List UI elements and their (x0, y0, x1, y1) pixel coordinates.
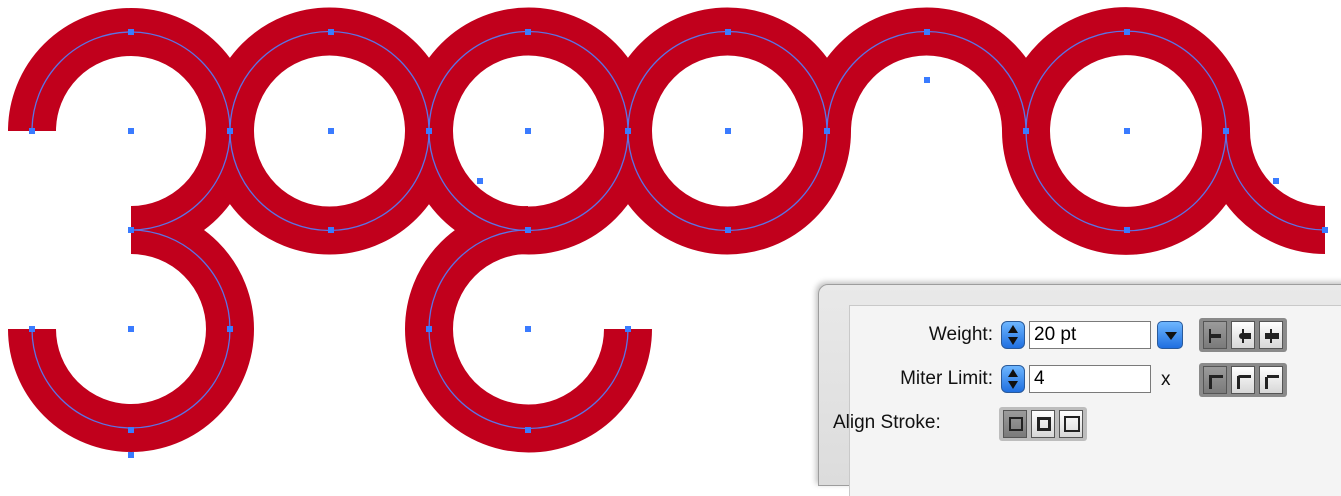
align-center-icon[interactable] (1003, 410, 1027, 438)
stroke-segment (206, 7, 453, 132)
stroke-segment (604, 130, 851, 255)
weight-stepper[interactable] (1001, 321, 1025, 349)
anchor-point[interactable] (525, 128, 531, 134)
path-segment (130, 229, 231, 330)
anchor-point[interactable] (128, 326, 134, 332)
anchor-point[interactable] (525, 29, 531, 35)
anchor-point[interactable] (725, 128, 731, 134)
anchor-points[interactable] (29, 29, 1328, 458)
butt-cap-icon[interactable] (1203, 321, 1227, 349)
anchor-point[interactable] (128, 452, 134, 458)
weight-dropdown-button[interactable] (1157, 321, 1183, 349)
stroke-segment (8, 8, 254, 132)
anchor-point[interactable] (1273, 178, 1279, 184)
anchor-point[interactable] (725, 227, 731, 233)
anchor-point[interactable] (1124, 227, 1130, 233)
anchor-point[interactable] (625, 128, 631, 134)
anchor-point[interactable] (924, 77, 930, 83)
anchor-point[interactable] (1223, 128, 1229, 134)
anchor-point[interactable] (924, 29, 930, 35)
anchor-point[interactable] (525, 326, 531, 332)
stroke-segment (1002, 130, 1250, 255)
round-cap-icon[interactable] (1231, 321, 1255, 349)
miter-limit-stepper[interactable] (1001, 365, 1025, 393)
anchor-point[interactable] (824, 128, 830, 134)
anchor-point[interactable] (426, 326, 432, 332)
anchor-point[interactable] (128, 128, 134, 134)
anchor-point[interactable] (328, 128, 334, 134)
anchor-point[interactable] (128, 427, 134, 433)
weight-field[interactable]: 20 pt (1029, 321, 1151, 349)
cap-button-group (1199, 318, 1287, 352)
anchor-point[interactable] (29, 326, 35, 332)
anchor-point[interactable] (525, 427, 531, 433)
anchor-point[interactable] (1124, 128, 1130, 134)
anchor-point[interactable] (725, 29, 731, 35)
path-segment (130, 130, 231, 231)
miter-limit-field[interactable]: 4 (1029, 365, 1151, 393)
align-stroke-button-group (999, 407, 1087, 441)
round-join-icon[interactable] (1231, 366, 1255, 394)
stroke-panel: Weight: 20 pt Miter Limit: 4 x Align Str… (818, 284, 1341, 496)
miter-limit-label: Miter Limit: (900, 368, 993, 389)
projecting-cap-icon[interactable] (1259, 321, 1283, 349)
stroke-segment (405, 206, 529, 330)
stroke-segment (405, 328, 652, 453)
join-button-group (1199, 363, 1287, 397)
stroke-segment (405, 7, 652, 132)
anchor-point[interactable] (328, 29, 334, 35)
stroke-segment (130, 206, 254, 330)
anchor-point[interactable] (328, 227, 334, 233)
stroke-segment (405, 130, 652, 255)
bevel-join-icon[interactable] (1259, 366, 1283, 394)
anchor-point[interactable] (525, 227, 531, 233)
anchor-point[interactable] (227, 128, 233, 134)
stroke-segment (8, 328, 254, 452)
anchor-point[interactable] (29, 128, 35, 134)
align-outside-icon[interactable] (1059, 410, 1083, 438)
anchor-point[interactable] (128, 29, 134, 35)
anchor-point[interactable] (227, 326, 233, 332)
weight-label: Weight: (928, 324, 993, 345)
anchor-point[interactable] (1023, 128, 1029, 134)
anchor-point[interactable] (477, 178, 483, 184)
anchor-point[interactable] (625, 326, 631, 332)
artwork-canvas[interactable] (0, 0, 1341, 468)
path-segment (428, 229, 529, 330)
align-stroke-label: Align Stroke: (833, 412, 941, 433)
stroke-segment (206, 130, 453, 255)
miter-join-icon[interactable] (1203, 366, 1227, 394)
anchor-point[interactable] (128, 227, 134, 233)
anchor-point[interactable] (426, 128, 432, 134)
stroke-segment (604, 7, 851, 132)
anchor-point[interactable] (1124, 29, 1130, 35)
anchor-point[interactable] (1322, 227, 1328, 233)
stroke-segment (1002, 7, 1250, 132)
path-segment (1225, 130, 1326, 231)
miter-limit-suffix: x (1161, 369, 1171, 390)
align-inside-icon[interactable] (1031, 410, 1055, 438)
